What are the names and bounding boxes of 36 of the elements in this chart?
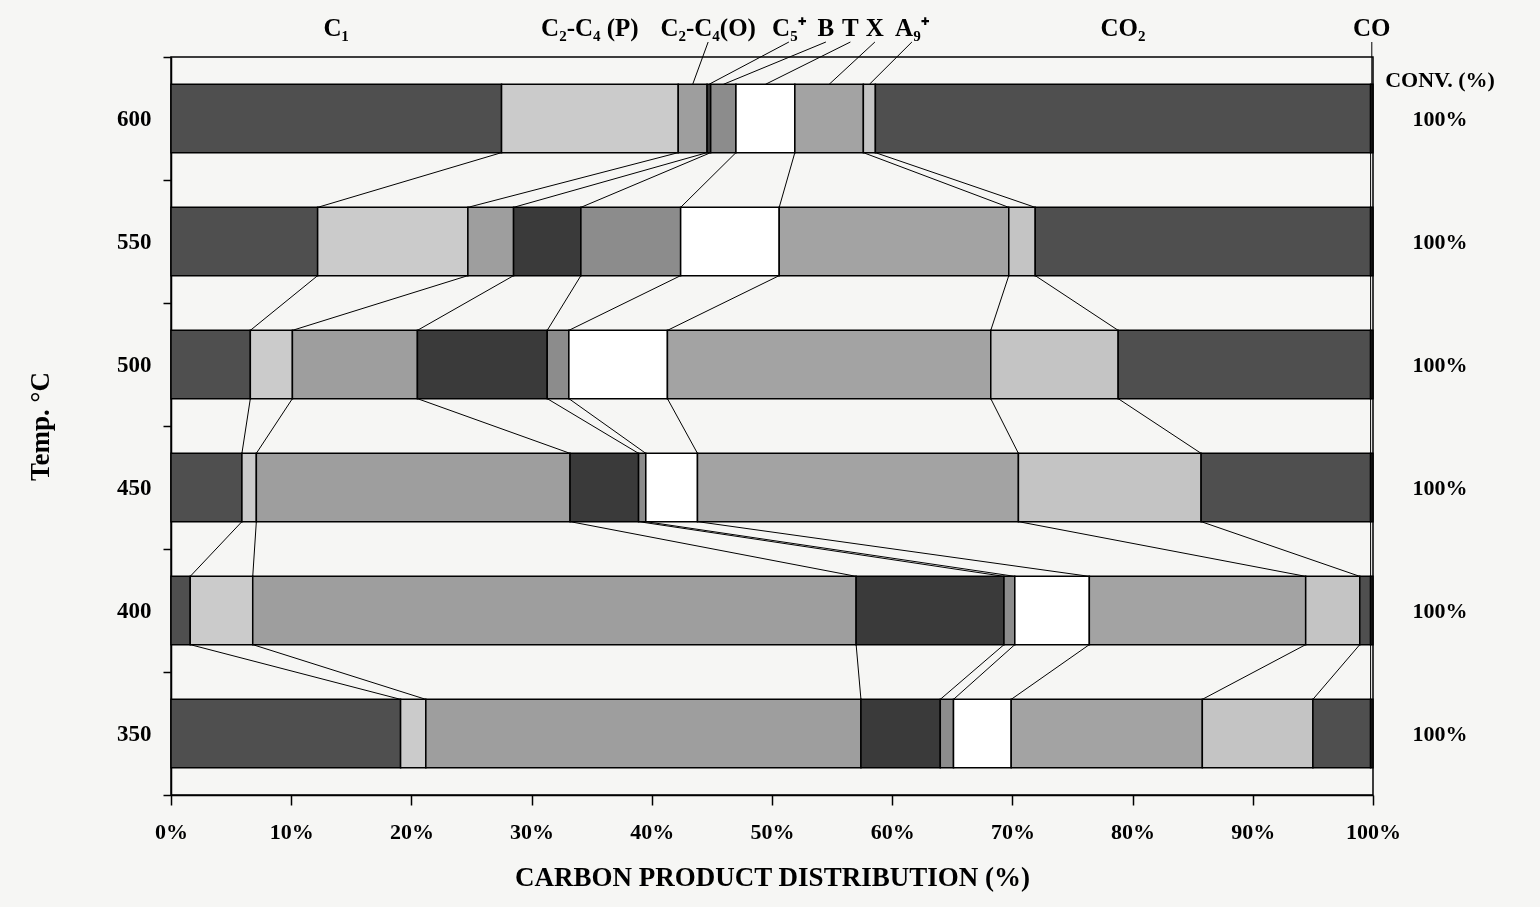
x-tick-label: 100%: [1346, 818, 1401, 844]
series-label: X: [865, 14, 884, 41]
series-label: C₂-C₄ (P): [541, 14, 639, 42]
series-label: A₉⁺: [895, 14, 930, 41]
x-tick-label: 50%: [750, 818, 795, 844]
y-tick-label: 450: [117, 475, 152, 500]
y2-axis-title: CONV. (%): [1385, 67, 1495, 92]
x-tick-label: 60%: [870, 818, 915, 844]
y-tick-label: 500: [117, 352, 152, 377]
y-tick-label: 550: [117, 229, 152, 254]
y2-tick-label: 100%: [1412, 474, 1468, 500]
x-tick-label: 10%: [269, 818, 314, 844]
x-tick-label: 0%: [155, 818, 188, 844]
text: C₅⁺: [772, 14, 807, 41]
series-label: C₂-C₄(O): [660, 14, 756, 42]
x-tick-label: 90%: [1231, 818, 1276, 844]
y2-tick-label: 100%: [1412, 105, 1468, 131]
x-tick-label: 30%: [510, 818, 555, 844]
y-tick-label: 600: [117, 106, 152, 131]
y2-tick-label: 100%: [1412, 351, 1468, 377]
y2-tick-label: 100%: [1412, 228, 1468, 254]
x-tick-label: 20%: [389, 818, 434, 844]
text: B: [817, 14, 835, 41]
series-label: CO: [1353, 14, 1391, 41]
x-tick-label: 70%: [990, 818, 1035, 844]
x-axis-title: CARBON PRODUCT DISTRIBUTION (%): [515, 861, 1030, 892]
series-label: CO₂: [1100, 14, 1146, 41]
y2-tick-label: 100%: [1412, 720, 1468, 746]
y-tick-label: 400: [117, 598, 152, 623]
y-tick-label: 350: [117, 721, 152, 746]
text: T: [842, 14, 860, 41]
series-label: C₁: [323, 14, 350, 41]
y2-tick-label: 100%: [1412, 597, 1468, 623]
y-axis-title: Temp. °C: [25, 372, 55, 481]
x-tick-label: 80%: [1111, 818, 1156, 844]
x-tick-label: 40%: [630, 818, 675, 844]
